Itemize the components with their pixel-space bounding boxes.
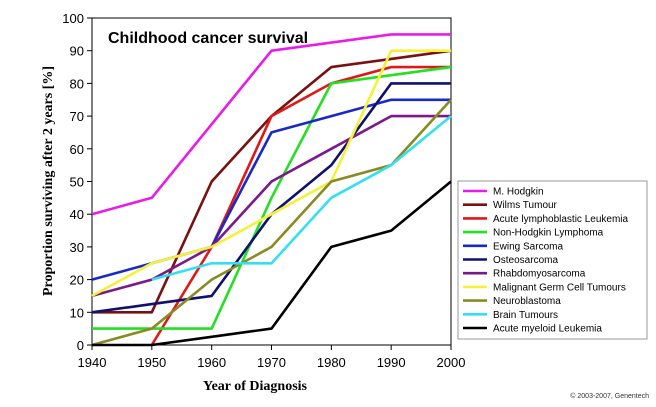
y-tick-label: 90 — [70, 44, 84, 59]
chart-title: Childhood cancer survival — [108, 30, 308, 47]
x-tick-label: 1950 — [137, 355, 166, 370]
legend-label: Wilms Tumour — [493, 200, 558, 211]
y-tick-label: 100 — [62, 11, 84, 26]
legend-label: Neuroblastoma — [493, 296, 561, 307]
legend-entries: M. Hodgkin Wilms Tumour Acute lymphoblasti… — [463, 187, 629, 335]
y-tick-label: 60 — [70, 142, 84, 157]
legend: M. Hodgkin Wilms Tumour Acute lymphoblasti… — [457, 180, 648, 340]
legend-label: Non-Hodgkin Lymphoma — [493, 228, 604, 239]
series-line-7 — [91, 49, 451, 298]
x-tick-label: 2000 — [437, 355, 466, 370]
y-axis-title: Proportion surviving after 2 years [%] — [41, 66, 56, 296]
series-line-9 — [151, 115, 452, 281]
y-tick-label: 10 — [70, 305, 84, 320]
y-tick-label: 70 — [70, 109, 84, 124]
x-axis-title: Year of Diagnosis — [203, 379, 308, 394]
copyright-text: © 2003-2007, Genentech — [570, 392, 649, 400]
legend-label: M. Hodgkin — [493, 187, 544, 198]
series-line-2 — [150, 65, 451, 346]
x-tick-label: 1990 — [377, 355, 406, 370]
x-tick-label: 1980 — [317, 355, 346, 370]
x-tick-label: 1960 — [197, 355, 226, 370]
series-layer — [91, 33, 452, 347]
x-tick-label: 1940 — [78, 355, 107, 370]
y-tick-label: 80 — [70, 76, 84, 91]
legend-box — [457, 180, 648, 340]
y-axis-ticks: 0 10 20 30 40 50 60 70 80 90 100 — [62, 11, 92, 353]
legend-label: Acute lymphoblastic Leukemia — [493, 214, 629, 225]
y-tick-label: 30 — [70, 240, 84, 255]
y-tick-label: 40 — [70, 207, 84, 222]
legend-label: Brain Tumours — [493, 310, 558, 321]
legend-label: Ewing Sarcoma — [493, 241, 563, 252]
y-tick-label: 0 — [77, 338, 84, 353]
x-axis-ticks: 1940 1950 1960 1970 1980 1990 2000 — [78, 345, 466, 370]
legend-label: Rhabdomyosarcoma — [493, 269, 586, 280]
legend-label: Malignant Germ Cell Tumours — [493, 282, 626, 293]
x-tick-label: 1970 — [257, 355, 286, 370]
y-tick-label: 50 — [70, 175, 84, 190]
legend-label: Acute myeloid Leukemia — [493, 324, 602, 335]
y-tick-label: 20 — [70, 273, 84, 288]
series-line-0 — [91, 33, 451, 216]
legend-label: Osteosarcoma — [493, 255, 558, 266]
